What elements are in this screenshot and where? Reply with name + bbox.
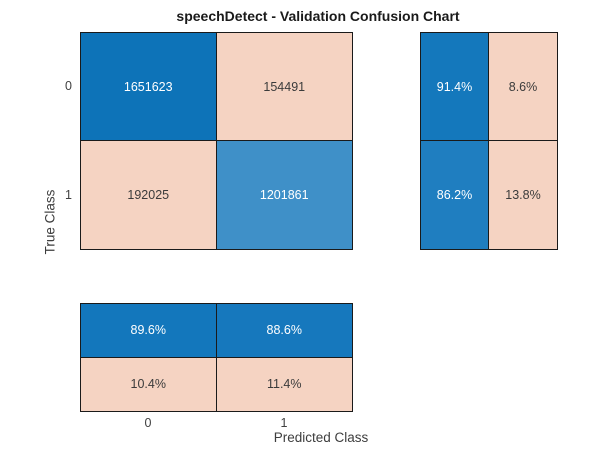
row-summary-cell-true1-correct: 86.2%: [421, 141, 489, 249]
confusion-matrix-main: 1651623 154491 192025 1201861: [80, 32, 353, 250]
x-axis-label: Predicted Class: [273, 430, 369, 445]
matrix-cell-true1-pred0: 192025: [81, 141, 217, 249]
col-summary-cell-pred0-correct: 89.6%: [81, 304, 217, 358]
matrix-cell-true1-pred1: 1201861: [216, 141, 352, 249]
y-axis-label: True Class: [42, 189, 58, 255]
col-summary-cell-pred1-incorrect: 11.4%: [216, 357, 352, 411]
matrix-cell-true0-pred1: 154491: [216, 33, 352, 141]
chart-title: speechDetect - Validation Confusion Char…: [176, 8, 460, 24]
col-summary-cell-pred1-correct: 88.6%: [216, 304, 352, 358]
row-summary-cell-true0-correct: 91.4%: [421, 33, 489, 141]
y-tick-0: 0: [65, 79, 72, 93]
col-summary-cell-pred0-incorrect: 10.4%: [81, 357, 217, 411]
x-tick-1: 1: [280, 416, 288, 430]
row-summary-matrix: 91.4% 8.6% 86.2% 13.8%: [420, 32, 558, 250]
y-tick-1: 1: [65, 188, 72, 202]
row-summary-cell-true1-incorrect: 13.8%: [489, 141, 557, 249]
x-tick-0: 0: [144, 416, 152, 430]
column-summary-matrix: 89.6% 88.6% 10.4% 11.4%: [80, 303, 353, 412]
matrix-cell-true0-pred0: 1651623: [81, 33, 217, 141]
row-summary-cell-true0-incorrect: 8.6%: [489, 33, 557, 141]
